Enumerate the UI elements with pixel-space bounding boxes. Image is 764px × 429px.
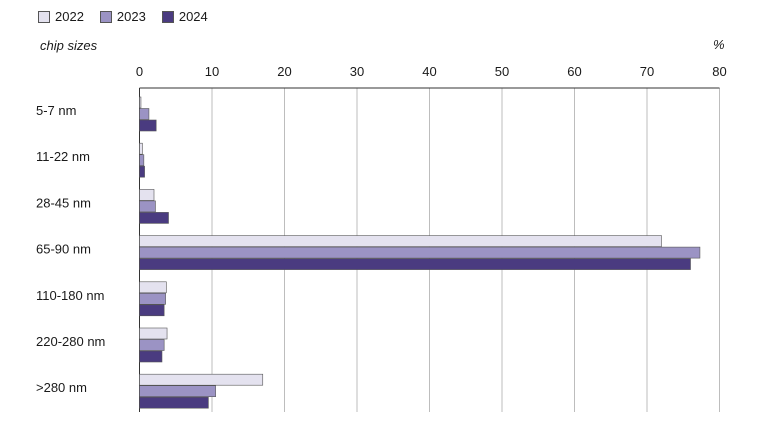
chart-legend: 2022 2023 2024 (38, 9, 208, 24)
bar-2022-0 (139, 96, 142, 109)
legend-swatch-2024 (161, 10, 174, 23)
bar-2022-3 (139, 235, 662, 247)
bar-2024-5 (139, 350, 163, 363)
x-tick-label-0: 0 (136, 64, 143, 79)
bar-2023-0 (139, 108, 150, 120)
bar-2023-5 (139, 339, 165, 351)
x-tick-label-20: 20 (277, 64, 291, 79)
bar-2023-4 (139, 292, 166, 305)
bar-2023-6 (139, 385, 216, 398)
legend-item-2023: 2023 (99, 9, 146, 24)
bar-2022-6 (139, 373, 264, 386)
x-tick-label-80: 80 (712, 64, 726, 79)
bar-2024-3 (139, 258, 691, 270)
x-tick-label-30: 30 (350, 64, 364, 79)
category-label-4: 110-180 nm (36, 288, 104, 303)
x-axis-unit: % (713, 37, 725, 52)
bar-2024-4 (139, 304, 165, 317)
x-tick-label-70: 70 (640, 64, 654, 79)
category-label-0: 5-7 nm (36, 103, 76, 118)
legend-label-2023: 2023 (116, 9, 146, 24)
legend-item-2022: 2022 (38, 9, 84, 24)
bar-2024-1 (139, 165, 145, 178)
bar-2022-4 (139, 281, 167, 294)
bar-2024-2 (139, 212, 169, 224)
legend-item-2024: 2024 (161, 9, 208, 24)
category-label-6: >280 nm (36, 380, 87, 395)
category-label-2: 28-45 nm (36, 195, 91, 210)
bar-2024-6 (139, 396, 209, 409)
legend-swatch-2023 (99, 10, 112, 23)
x-tick-label-50: 50 (495, 64, 509, 79)
legend-swatch-2022 (38, 10, 50, 23)
x-tick-label-40: 40 (422, 64, 436, 79)
bar-2024-0 (139, 119, 157, 132)
x-tick-label-60: 60 (567, 64, 581, 79)
bar-2023-1 (139, 154, 145, 166)
legend-label-2024: 2024 (178, 9, 208, 24)
category-label-5: 220-280 nm (36, 334, 105, 349)
bar-2023-2 (139, 200, 156, 213)
bar-2022-2 (139, 189, 155, 201)
legend-label-2022: 2022 (55, 9, 84, 24)
y-axis-title: chip sizes (40, 38, 98, 53)
category-label-3: 65-90 nm (36, 242, 91, 257)
category-label-1: 11-22 nm (36, 149, 90, 164)
x-tick-label-10: 10 (205, 64, 219, 79)
bar-2023-3 (139, 246, 701, 259)
bar-2022-5 (139, 327, 168, 340)
bar-2022-1 (139, 142, 143, 155)
